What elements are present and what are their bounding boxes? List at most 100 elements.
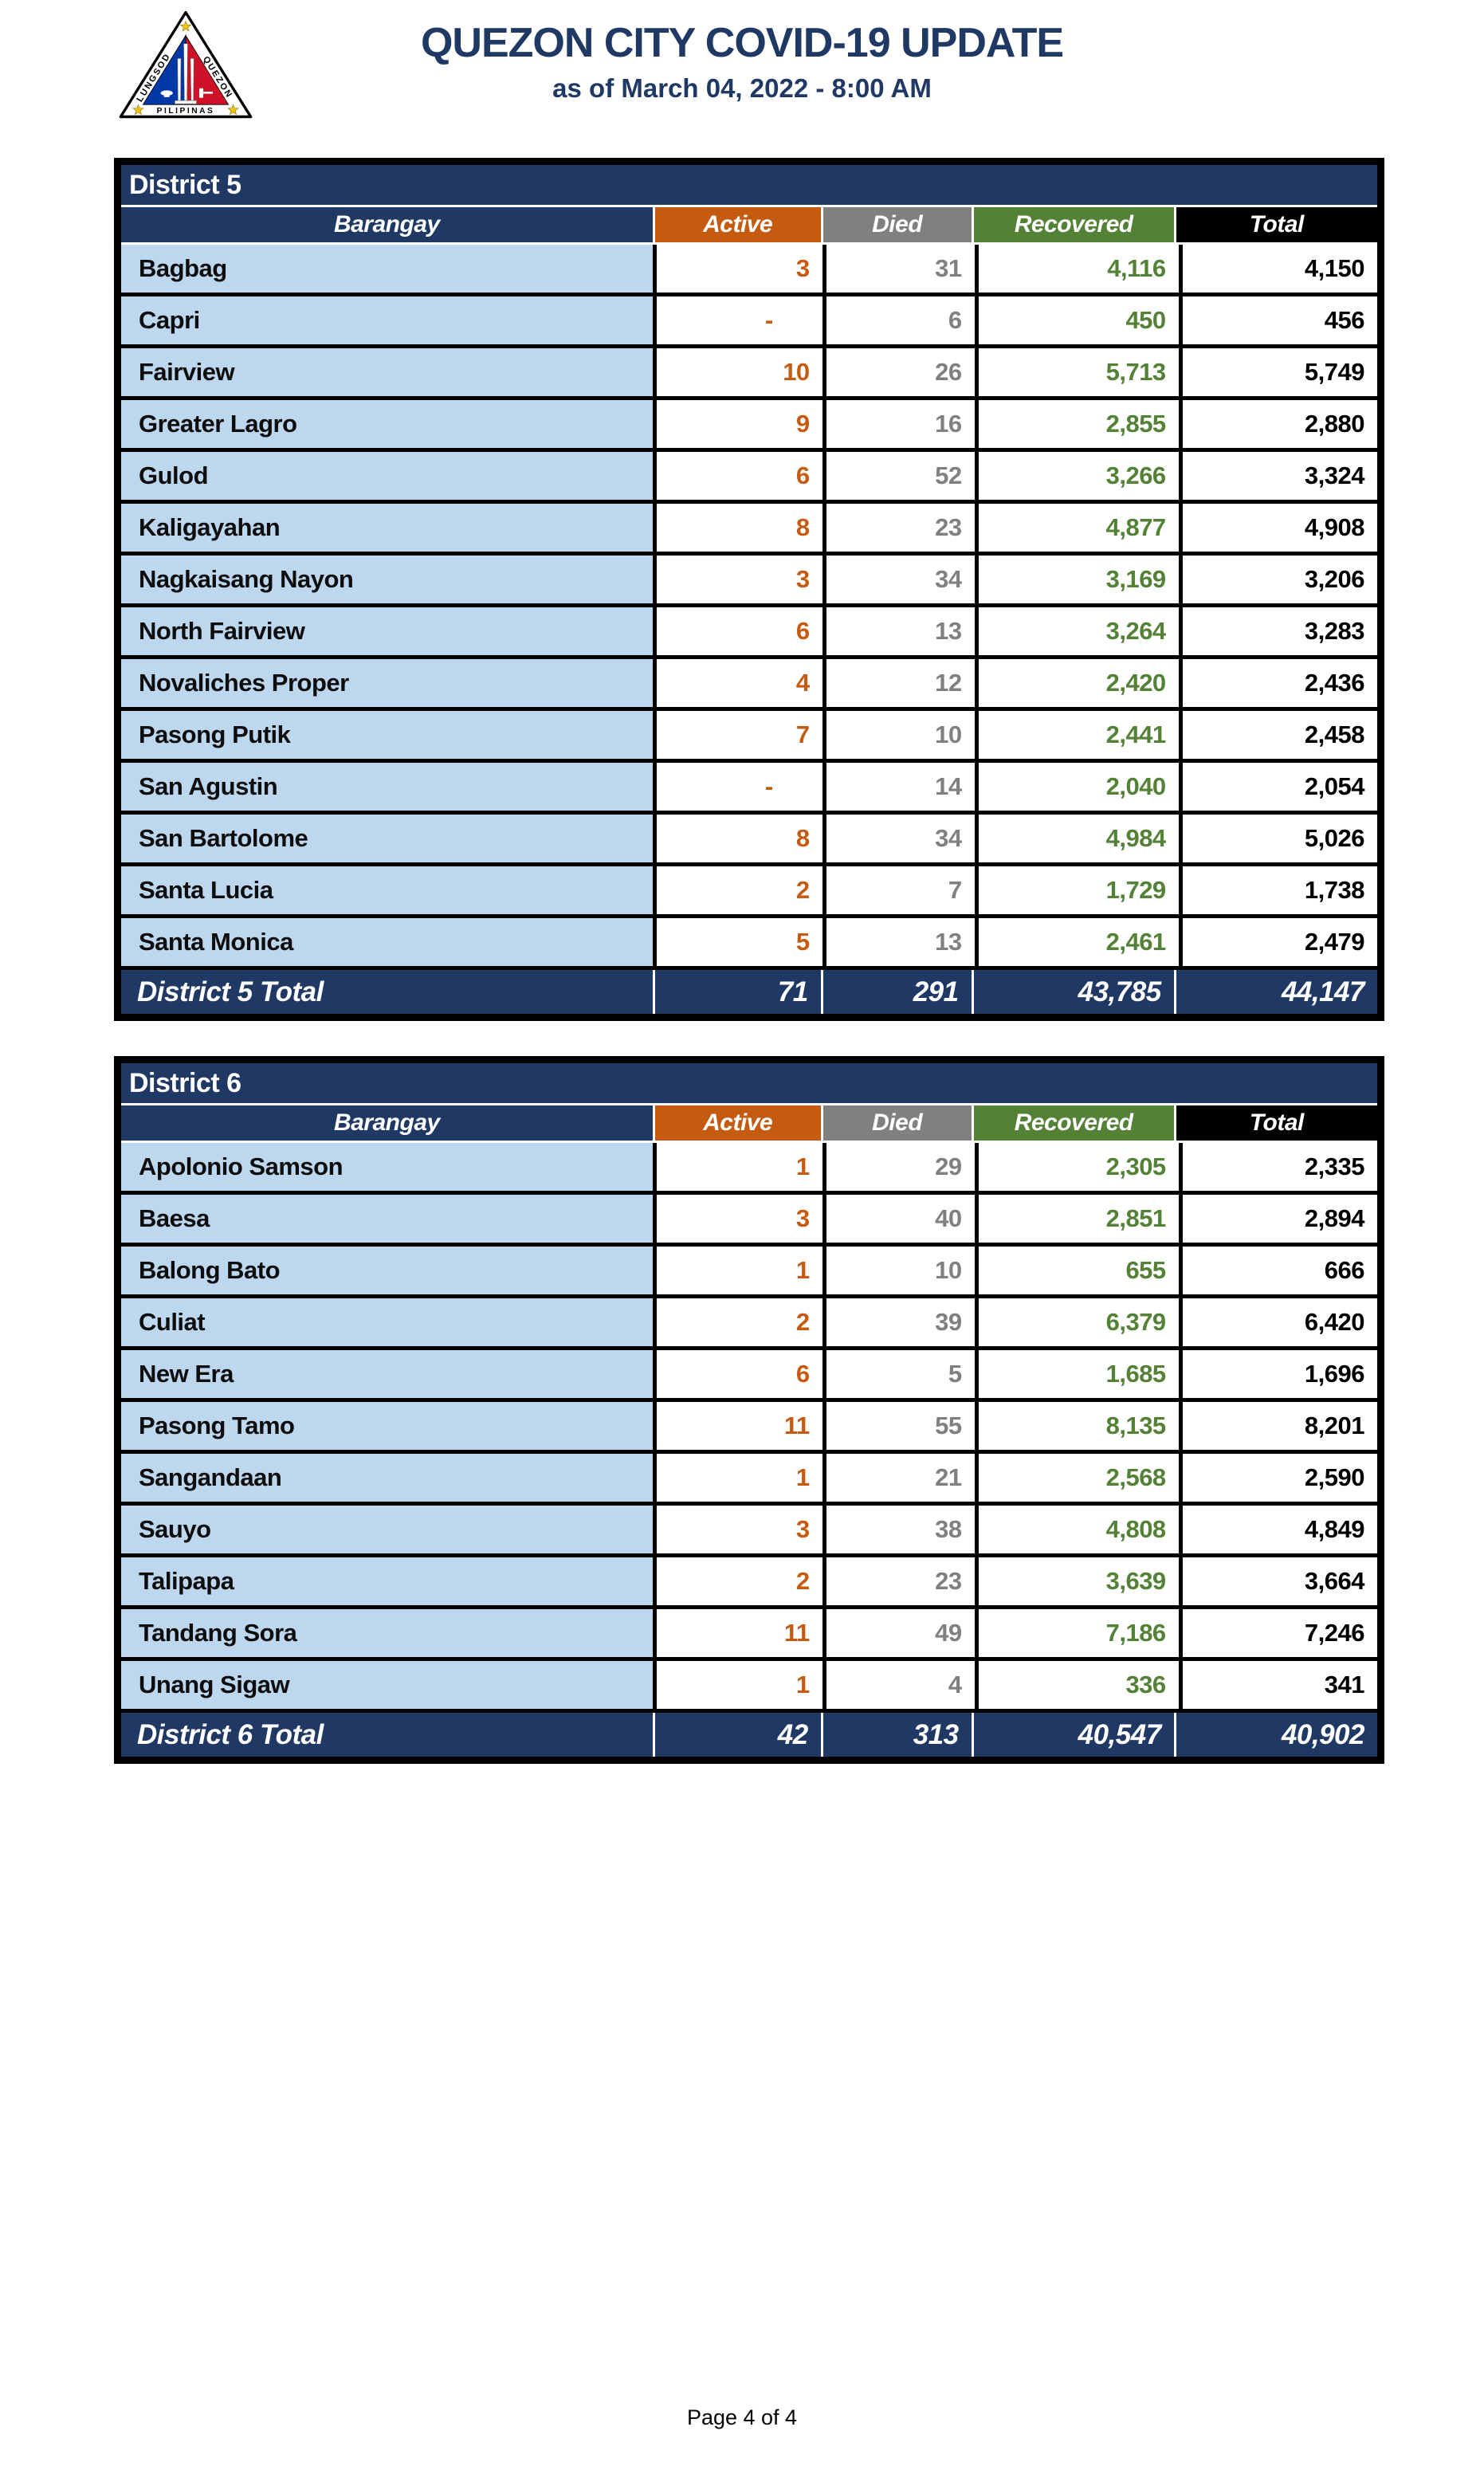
died-cell: 49 xyxy=(826,1609,975,1657)
table-row: Sangandaan 1 21 2,568 2,590 xyxy=(121,1454,1377,1502)
table-row: Santa Lucia 2 7 1,729 1,738 xyxy=(121,866,1377,914)
died-cell: 5 xyxy=(826,1350,975,1398)
total-cell: 6,420 xyxy=(1182,1298,1377,1346)
died-cell: 6 xyxy=(826,296,975,344)
barangay-name-cell: Santa Lucia xyxy=(121,866,653,914)
district-total-total: 40,902 xyxy=(1176,1713,1377,1757)
died-cell: 26 xyxy=(826,348,975,396)
active-cell: 8 xyxy=(656,504,822,552)
district-total-recovered: 40,547 xyxy=(973,1713,1174,1757)
barangay-name-cell: Sauyo xyxy=(121,1506,653,1553)
barangay-name-cell: New Era xyxy=(121,1350,653,1398)
recovered-cell: 7,186 xyxy=(978,1609,1179,1657)
table-row: Talipapa 2 23 3,639 3,664 xyxy=(121,1557,1377,1605)
died-cell: 31 xyxy=(826,245,975,293)
recovered-cell: 4,877 xyxy=(978,504,1179,552)
active-cell: 1 xyxy=(656,1454,822,1502)
died-cell: 40 xyxy=(826,1195,975,1243)
district-total-recovered: 43,785 xyxy=(973,970,1174,1014)
table-row: North Fairview 6 13 3,264 3,283 xyxy=(121,607,1377,655)
column-header-total: Total xyxy=(1176,207,1377,242)
barangay-name-cell: Talipapa xyxy=(121,1557,653,1605)
recovered-cell: 1,729 xyxy=(978,866,1179,914)
recovered-cell: 3,264 xyxy=(978,607,1179,655)
column-header-died: Died xyxy=(822,1105,972,1141)
active-cell: 3 xyxy=(656,1195,822,1243)
died-cell: 7 xyxy=(826,866,975,914)
total-cell: 2,458 xyxy=(1182,711,1377,759)
total-cell: 666 xyxy=(1182,1247,1377,1294)
died-cell: 52 xyxy=(826,452,975,500)
active-cell: 4 xyxy=(656,659,822,707)
total-cell: 1,696 xyxy=(1182,1350,1377,1398)
total-cell: 4,150 xyxy=(1182,245,1377,293)
active-cell: 1 xyxy=(656,1661,822,1709)
active-cell: 3 xyxy=(656,556,822,603)
recovered-cell: 336 xyxy=(978,1661,1179,1709)
barangay-name-cell: Greater Lagro xyxy=(121,400,653,448)
table-row: Gulod 6 52 3,266 3,324 xyxy=(121,452,1377,500)
gavel-icon xyxy=(199,88,213,98)
active-cell: 11 xyxy=(656,1402,822,1450)
table-row: Apolonio Samson 1 29 2,305 2,335 xyxy=(121,1143,1377,1191)
district-title: District 6 xyxy=(121,1063,1377,1103)
died-cell: 23 xyxy=(826,504,975,552)
table-row: New Era 6 5 1,685 1,696 xyxy=(121,1350,1377,1398)
barangay-name-cell: Pasong Tamo xyxy=(121,1402,653,1450)
table-row: Baesa 3 40 2,851 2,894 xyxy=(121,1195,1377,1243)
report-title: QUEZON CITY COVID-19 UPDATE xyxy=(420,20,1064,66)
total-cell: 5,749 xyxy=(1182,348,1377,396)
active-cell: 8 xyxy=(656,815,822,862)
active-cell: 10 xyxy=(656,348,822,396)
total-cell: 2,054 xyxy=(1182,763,1377,811)
table-row: Pasong Tamo 11 55 8,135 8,201 xyxy=(121,1402,1377,1450)
died-cell: 13 xyxy=(826,607,975,655)
active-cell: 2 xyxy=(656,866,822,914)
total-cell: 2,590 xyxy=(1182,1454,1377,1502)
total-cell: 456 xyxy=(1182,296,1377,344)
quezon-city-seal-logo: LUNGSOD QUEZON PILIPINAS xyxy=(119,10,253,119)
recovered-cell: 3,266 xyxy=(978,452,1179,500)
active-cell: 9 xyxy=(656,400,822,448)
recovered-cell: 2,420 xyxy=(978,659,1179,707)
district-total-label: District 6 Total xyxy=(121,1713,653,1757)
column-header-active: Active xyxy=(654,207,821,242)
barangay-name-cell: Baesa xyxy=(121,1195,653,1243)
active-cell: 1 xyxy=(656,1143,822,1191)
died-cell: 29 xyxy=(826,1143,975,1191)
column-header-row: Barangay Active Died Recovered Total xyxy=(121,1105,1377,1141)
total-cell: 1,738 xyxy=(1182,866,1377,914)
report-subtitle: as of March 04, 2022 - 8:00 AM xyxy=(552,73,932,103)
total-cell: 2,894 xyxy=(1182,1195,1377,1243)
barangay-name-cell: Balong Bato xyxy=(121,1247,653,1294)
barangay-name-cell: Novaliches Proper xyxy=(121,659,653,707)
recovered-cell: 655 xyxy=(978,1247,1179,1294)
column-header-row: Barangay Active Died Recovered Total xyxy=(121,207,1377,242)
recovered-cell: 5,713 xyxy=(978,348,1179,396)
recovered-cell: 2,441 xyxy=(978,711,1179,759)
district-table: District 5 Barangay Active Died Recovere… xyxy=(114,158,1384,1021)
barangay-name-cell: San Agustin xyxy=(121,763,653,811)
recovered-cell: 2,855 xyxy=(978,400,1179,448)
active-cell: 1 xyxy=(656,1247,822,1294)
active-cell: - xyxy=(656,763,822,811)
recovered-cell: 2,851 xyxy=(978,1195,1179,1243)
barangay-name-cell: Gulod xyxy=(121,452,653,500)
recovered-cell: 2,461 xyxy=(978,918,1179,966)
active-cell: - xyxy=(656,296,822,344)
total-cell: 8,201 xyxy=(1182,1402,1377,1450)
recovered-cell: 8,135 xyxy=(978,1402,1179,1450)
died-cell: 14 xyxy=(826,763,975,811)
total-cell: 5,026 xyxy=(1182,815,1377,862)
column-header-recovered: Recovered xyxy=(973,207,1174,242)
column-header-barangay: Barangay xyxy=(121,207,653,242)
died-cell: 38 xyxy=(826,1506,975,1553)
barangay-name-cell: Fairview xyxy=(121,348,653,396)
recovered-cell: 4,984 xyxy=(978,815,1179,862)
recovered-cell: 1,685 xyxy=(978,1350,1179,1398)
died-cell: 39 xyxy=(826,1298,975,1346)
active-cell: 6 xyxy=(656,1350,822,1398)
active-cell: 3 xyxy=(656,245,822,293)
page-number: Page 4 of 4 xyxy=(686,2405,798,2429)
table-row: Greater Lagro 9 16 2,855 2,880 xyxy=(121,400,1377,448)
